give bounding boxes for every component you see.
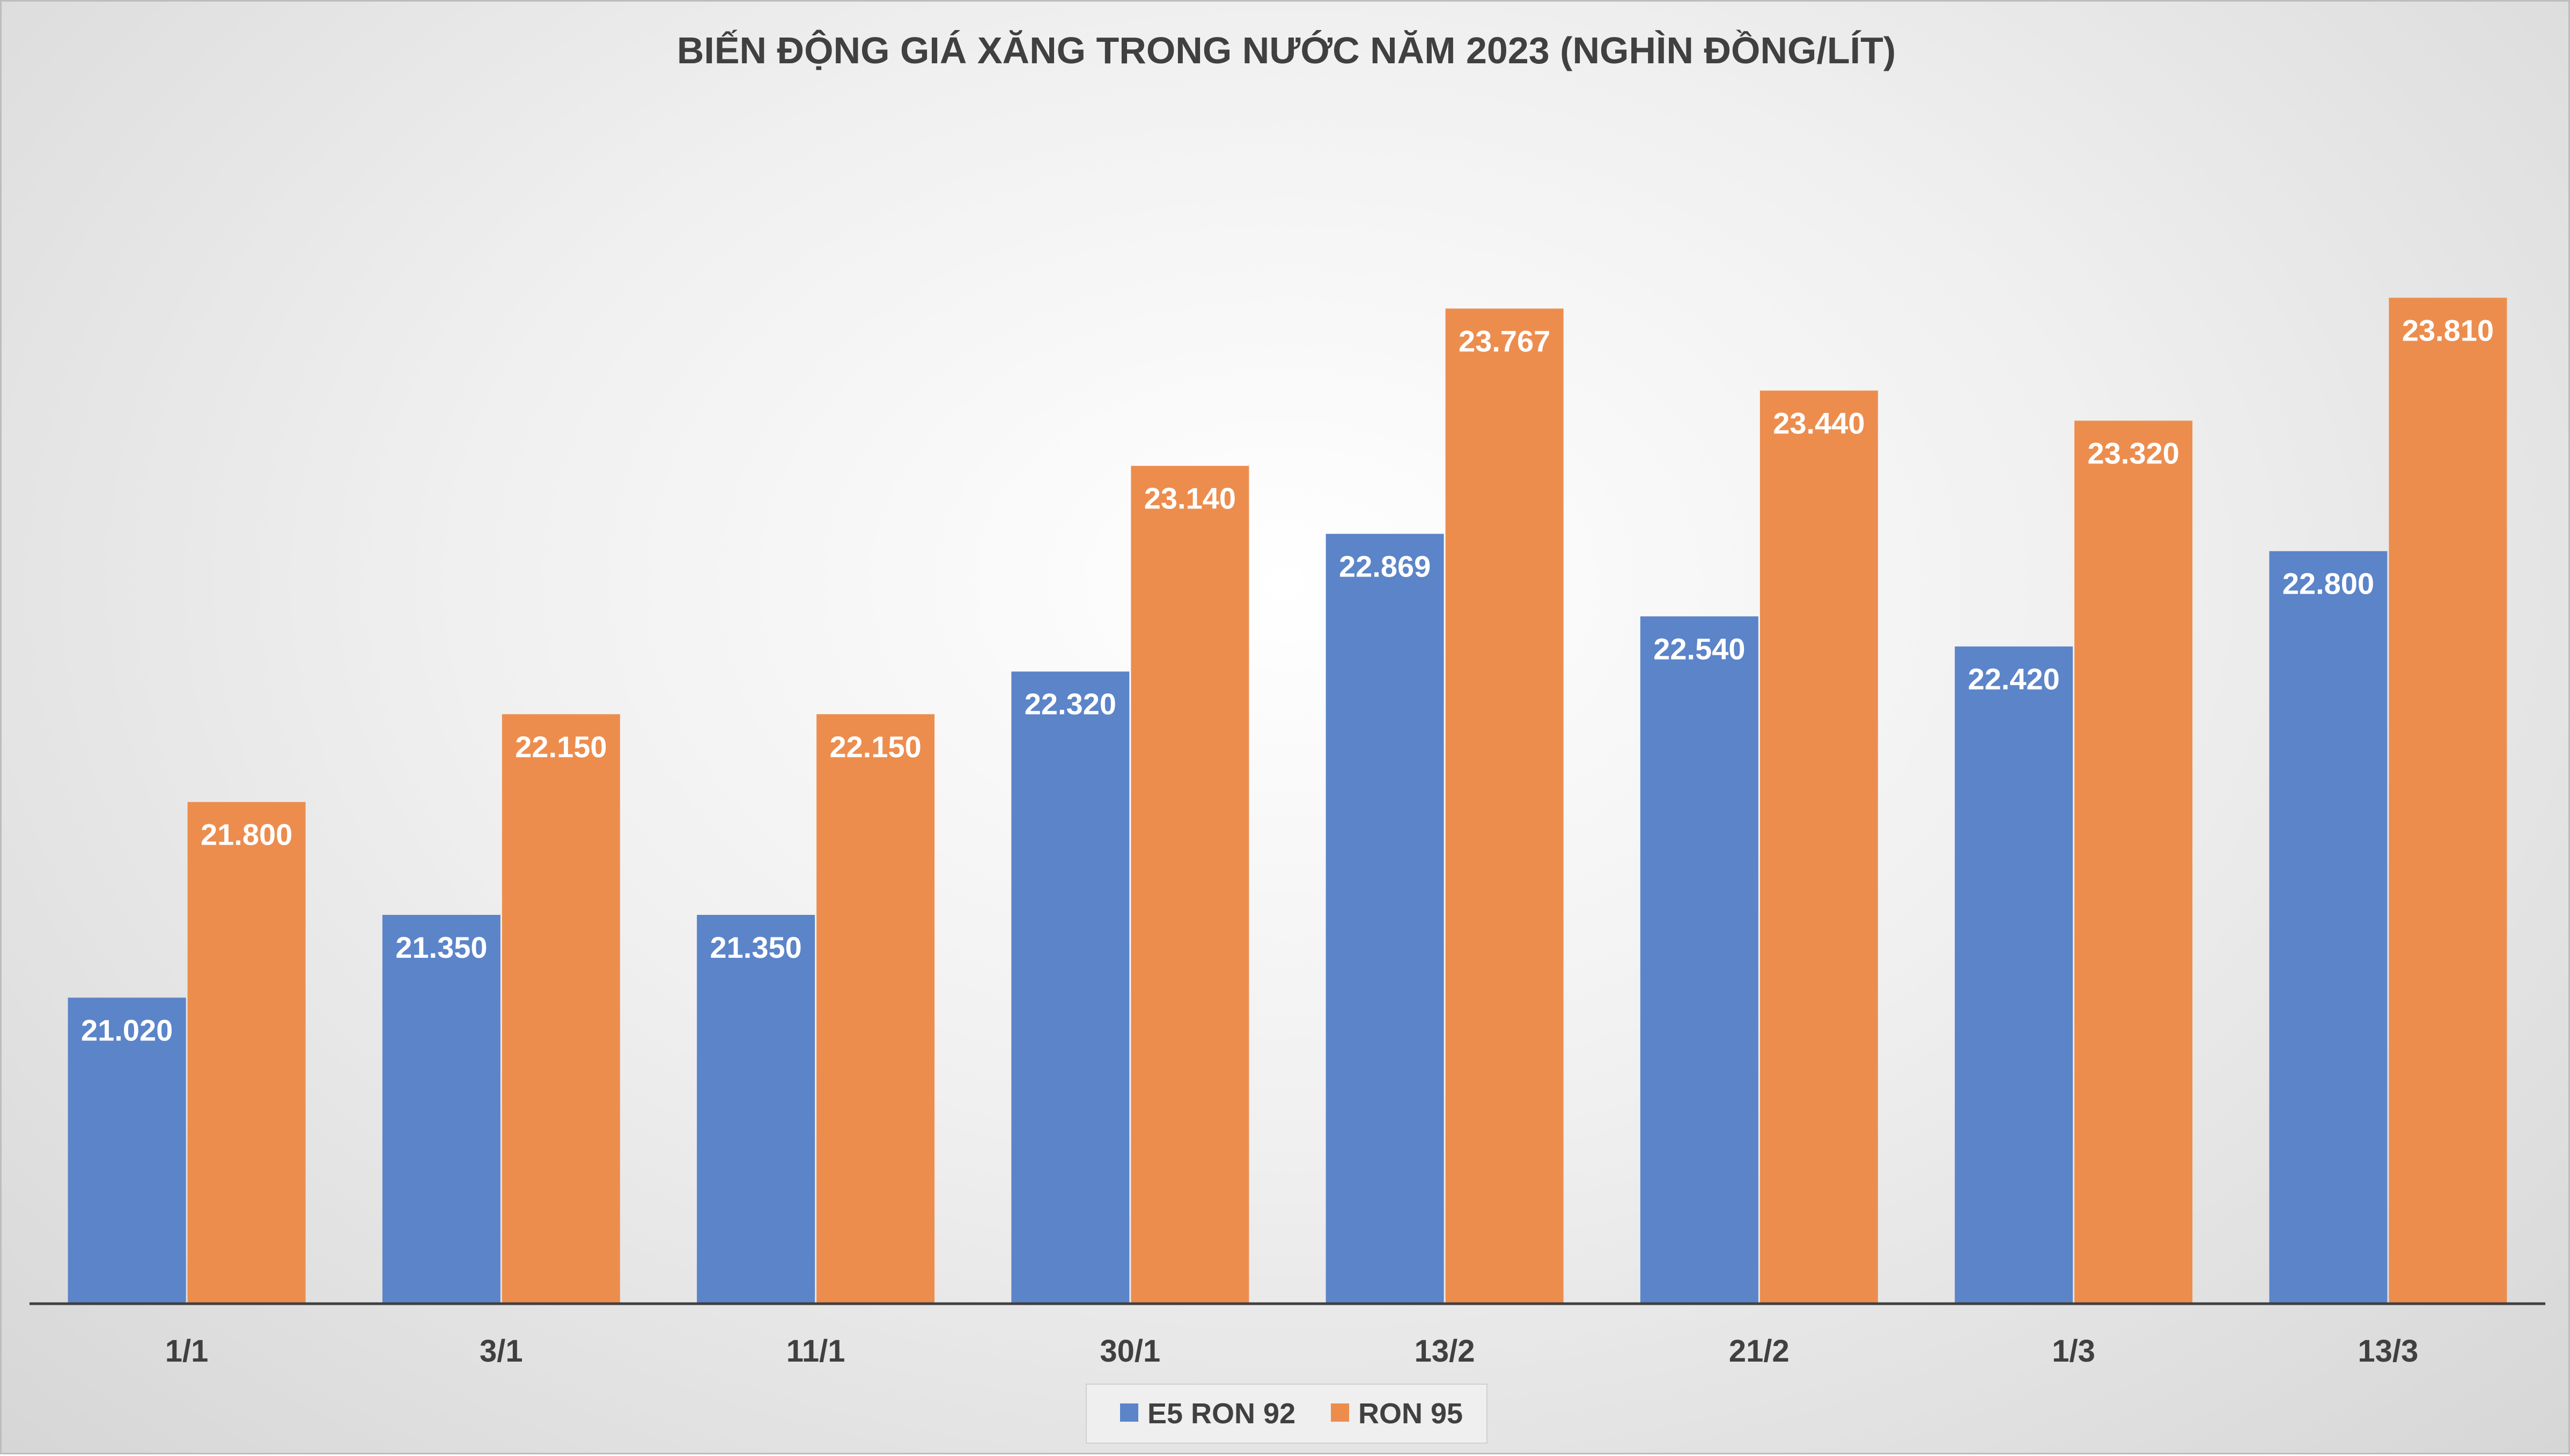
legend-label-ron-95: RON 95 (1358, 1398, 1463, 1430)
data-label-e5-ron-92-6: 22.420 (1968, 662, 2059, 696)
legend-box (1086, 1384, 1487, 1444)
bar-ron-95-6 (2074, 420, 2193, 1304)
bar-e5-ron-92-2 (697, 914, 815, 1304)
x-tick-label-7: 13/3 (2358, 1334, 2418, 1369)
data-label-e5-ron-92-5: 22.540 (1653, 632, 1745, 666)
bar-e5-ron-92-5 (1640, 616, 1758, 1304)
legend-swatch-e5-ron-92 (1120, 1403, 1138, 1422)
x-tick-label-1: 3/1 (480, 1334, 523, 1369)
x-tick-label-3: 30/1 (1100, 1334, 1160, 1369)
legend-label-e5-ron-92: E5 RON 92 (1147, 1398, 1295, 1430)
data-label-e5-ron-92-3: 22.320 (1025, 687, 1116, 721)
bar-ron-95-2 (816, 714, 935, 1304)
x-tick-label-5: 21/2 (1729, 1334, 1790, 1369)
x-tick-label-2: 11/1 (786, 1334, 845, 1369)
bar-e5-ron-92-4 (1325, 534, 1444, 1304)
data-label-ron-95-1: 22.150 (515, 730, 607, 764)
bar-e5-ron-92-6 (1955, 646, 2073, 1304)
data-label-e5-ron-92-1: 21.350 (395, 930, 487, 964)
bar-e5-ron-92-7 (2269, 551, 2388, 1304)
bar-ron-95-5 (1759, 390, 1878, 1304)
chart-title: BIẾN ĐỘNG GIÁ XĂNG TRONG NƯỚC NĂM 2023 (… (677, 29, 1896, 71)
x-tick-label-6: 1/3 (2052, 1334, 2095, 1369)
bar-e5-ron-92-3 (1011, 671, 1130, 1304)
data-label-ron-95-0: 21.800 (201, 817, 292, 851)
data-label-ron-95-7: 23.810 (2402, 313, 2494, 347)
data-label-ron-95-6: 23.320 (2087, 436, 2179, 470)
x-tick-label-0: 1/1 (165, 1334, 209, 1369)
data-label-ron-95-3: 23.140 (1144, 482, 1236, 515)
bar-ron-95-4 (1445, 308, 1564, 1304)
data-label-e5-ron-92-7: 22.800 (2282, 567, 2374, 601)
bar-ron-95-0 (187, 802, 306, 1304)
bar-e5-ron-92-0 (68, 997, 186, 1304)
bars-layer (68, 298, 2507, 1304)
x-tick-label-4: 13/2 (1415, 1334, 1475, 1369)
data-label-e5-ron-92-4: 22.869 (1339, 549, 1431, 583)
bar-e5-ron-92-1 (382, 914, 500, 1304)
data-label-e5-ron-92-0: 21.020 (81, 1013, 173, 1047)
legend: E5 RON 92 RON 95 (1086, 1384, 1487, 1444)
bar-ron-95-7 (2389, 298, 2507, 1304)
data-labels-layer: 21.020 21.800 21.350 22.150 21.350 22.150 22.3… (81, 313, 2494, 1047)
data-label-e5-ron-92-2: 21.350 (710, 930, 801, 964)
data-label-ron-95-5: 23.440 (1773, 406, 1865, 440)
data-label-ron-95-4: 23.767 (1459, 324, 1550, 358)
legend-swatch-ron-95 (1331, 1403, 1349, 1422)
bar-ron-95-3 (1131, 465, 1249, 1304)
data-label-ron-95-2: 22.150 (829, 730, 921, 764)
x-axis-tick-labels: 1/1 3/1 11/1 30/1 13/2 21/2 1/3 13/3 (165, 1334, 2419, 1369)
bar-ron-95-1 (502, 714, 620, 1304)
